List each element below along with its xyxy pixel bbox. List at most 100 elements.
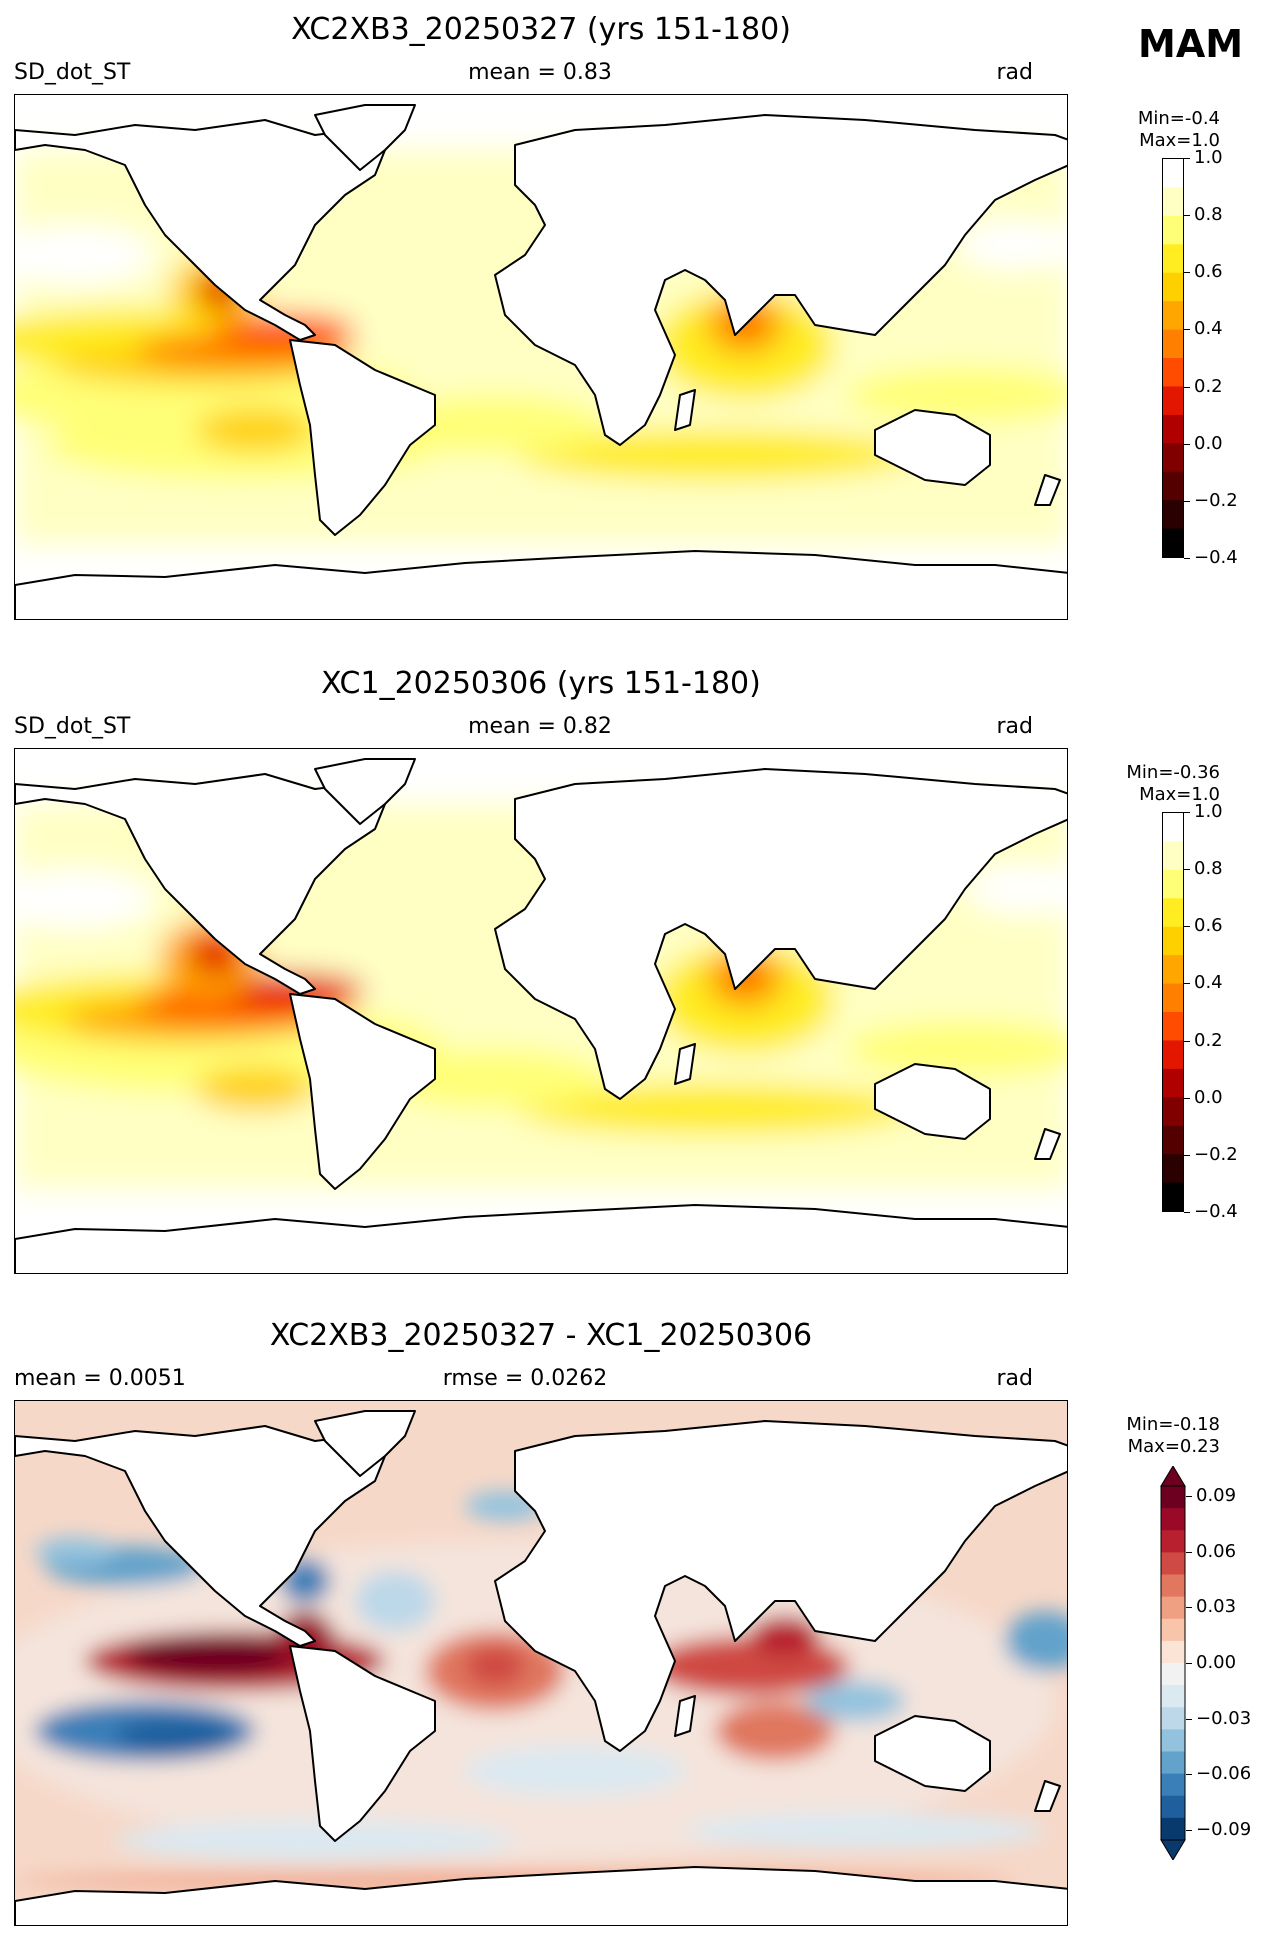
madagascar (674, 389, 696, 431)
colorbar-segment (1161, 1685, 1185, 1708)
australia (874, 1063, 991, 1140)
colorbar-tick (1184, 215, 1190, 217)
colorbar-segment (1163, 983, 1183, 1013)
colorbar-extend-max (1160, 1465, 1186, 1487)
colorbar-segment (1163, 841, 1183, 871)
colorbar-segment (1163, 813, 1183, 842)
colorbar-segment (1161, 1707, 1185, 1730)
colorbar-tick (1184, 812, 1190, 813)
colorbar-tick (1184, 558, 1190, 559)
colorbar-tick (1184, 1040, 1190, 1042)
colorbar-tick (1186, 1774, 1192, 1776)
unit-label: rad (996, 60, 1034, 85)
new-zealand (1034, 1780, 1061, 1812)
colorbar-tick (1184, 272, 1190, 274)
colorbar-tick (1186, 1607, 1192, 1609)
colorbar-segment (1163, 159, 1183, 188)
map-panel-1[interactable] (14, 94, 1068, 620)
colorbar-tick-label: 0.4 (1194, 972, 1223, 994)
colorbar-tick-label: 0.03 (1196, 1596, 1237, 1618)
colorbar-segment (1163, 1125, 1183, 1155)
colorbar-segment (1163, 329, 1183, 359)
colorbar-segment (1163, 1154, 1183, 1184)
colorbar-tick-label: 1.0 (1194, 801, 1223, 822)
max-text: Max=1.0 (1139, 130, 1220, 151)
colorbar-tick-label: 0.00 (1196, 1652, 1237, 1673)
colorbar-segment (1163, 500, 1183, 530)
colorbar-segment (1163, 386, 1183, 416)
antarctica (15, 1204, 1067, 1273)
colorbar-extend-min (1160, 1839, 1186, 1861)
north-america (15, 119, 386, 341)
map-panel-3[interactable] (14, 1400, 1068, 1926)
colorbar-tick-label: −0.03 (1196, 1707, 1252, 1729)
colorbar-segment (1161, 1795, 1185, 1819)
colorbar-tick-label: 0.0 (1194, 432, 1223, 454)
new-zealand (1034, 474, 1061, 506)
panel-title: XC2XB3_20250327 - XC1_20250306 (269, 1318, 813, 1353)
colorbar-segment (1163, 898, 1183, 928)
colorbar-segment (1161, 1508, 1185, 1531)
colorbar-tick-label: 0.09 (1196, 1485, 1237, 1506)
colorbar-tick (1186, 1551, 1192, 1553)
south-america (289, 993, 436, 1190)
colorbar-segment (1163, 1182, 1183, 1212)
min-text: Min=-0.4 (1137, 108, 1220, 129)
colorbar-segment (1161, 1640, 1185, 1664)
colorbar-tick (1184, 158, 1190, 159)
colorbar-1 (1162, 158, 1184, 558)
colorbar-tick-label: −0.2 (1194, 489, 1238, 511)
colorbar-3-fill (1160, 1465, 1186, 1861)
colorbar-segment (1163, 358, 1183, 387)
season-label: MAM (1138, 22, 1244, 66)
colorbar-tick-label: −0.06 (1196, 1763, 1252, 1785)
colorbar-segment (1163, 1012, 1183, 1041)
colorbar-tick (1186, 1496, 1192, 1497)
colorbar-segment (1163, 869, 1183, 899)
colorbar-segment (1161, 1773, 1185, 1797)
colorbar-tick-label: 0.06 (1196, 1540, 1237, 1562)
colorbar-1-fill (1163, 159, 1183, 558)
colorbar-segment (1163, 1097, 1183, 1127)
unit-label: rad (996, 714, 1034, 739)
antarctica (15, 550, 1067, 619)
colorbar-segment (1161, 1596, 1185, 1620)
greenland (314, 1410, 416, 1477)
eurasia-africa (494, 768, 1067, 1100)
north-america (15, 773, 386, 995)
colorbar-tick-label: 1.0 (1194, 147, 1223, 168)
colorbar-tick-label: −0.4 (1194, 1201, 1238, 1222)
landmasses (15, 1410, 1067, 1925)
colorbar-tick-label: 0.8 (1194, 858, 1223, 880)
colorbar-segment (1161, 1618, 1185, 1642)
greenland (314, 758, 416, 825)
australia (874, 1715, 991, 1792)
colorbar-2-fill (1163, 813, 1183, 1212)
colorbar-tick-label: 0.2 (1194, 375, 1223, 397)
colorbar-segment (1163, 926, 1183, 956)
colorbar-segment (1161, 1574, 1185, 1598)
variable-label: SD_dot_ST (14, 714, 131, 739)
rmse-label: rmse = 0.0262 (442, 1366, 608, 1391)
map-panel-2[interactable] (14, 748, 1068, 1274)
colorbar-segment (1163, 471, 1183, 501)
max-text: Max=1.0 (1139, 784, 1220, 805)
colorbar-segment (1163, 1040, 1183, 1070)
colorbar-segment (1163, 187, 1183, 217)
colorbar-3 (1160, 1465, 1186, 1861)
colorbar-tick-label: −0.4 (1194, 547, 1238, 568)
max-text: Max=0.23 (1127, 1436, 1220, 1457)
colorbar-tick (1184, 329, 1190, 331)
antarctica (15, 1866, 1067, 1925)
colorbar-tick (1186, 1830, 1192, 1831)
colorbar-tick (1184, 983, 1190, 985)
panel-title: XC2XB3_20250327 (yrs 151-180) (291, 12, 791, 47)
panel-title: XC1_20250306 (yrs 151-180) (321, 666, 761, 701)
colorbar-segment (1163, 414, 1183, 444)
colorbar-segment (1163, 1068, 1183, 1098)
colorbar-segment (1161, 1817, 1185, 1841)
colorbar-segment (1163, 272, 1183, 302)
mean-label: mean = 0.83 (468, 60, 612, 85)
colorbar-tick (1184, 443, 1190, 445)
north-america (15, 1425, 386, 1647)
